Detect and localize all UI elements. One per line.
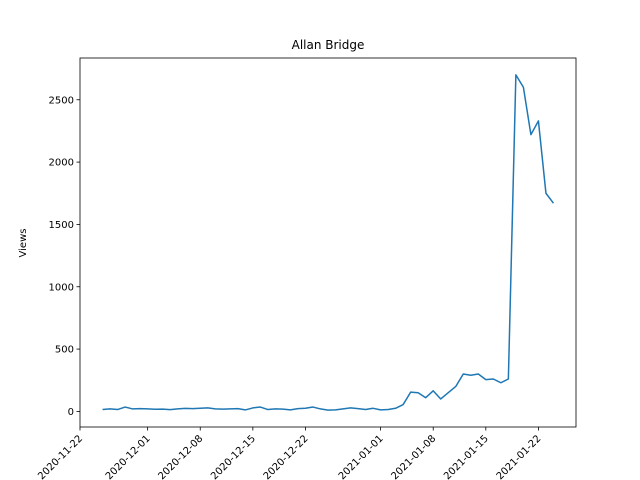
- y-axis-label: Views: [18, 229, 29, 258]
- y-tick-label: 1500: [49, 220, 74, 231]
- y-tick-label: 0: [68, 407, 74, 418]
- plot-frame: [79, 57, 577, 428]
- line-series: [102, 74, 555, 411]
- y-tick-label: 2500: [49, 95, 74, 106]
- y-tick-label: 2000: [49, 158, 74, 169]
- y-tick-label: 500: [55, 345, 74, 356]
- y-tick-label: 1000: [49, 282, 74, 293]
- chart-title: Allan Bridge: [292, 38, 365, 52]
